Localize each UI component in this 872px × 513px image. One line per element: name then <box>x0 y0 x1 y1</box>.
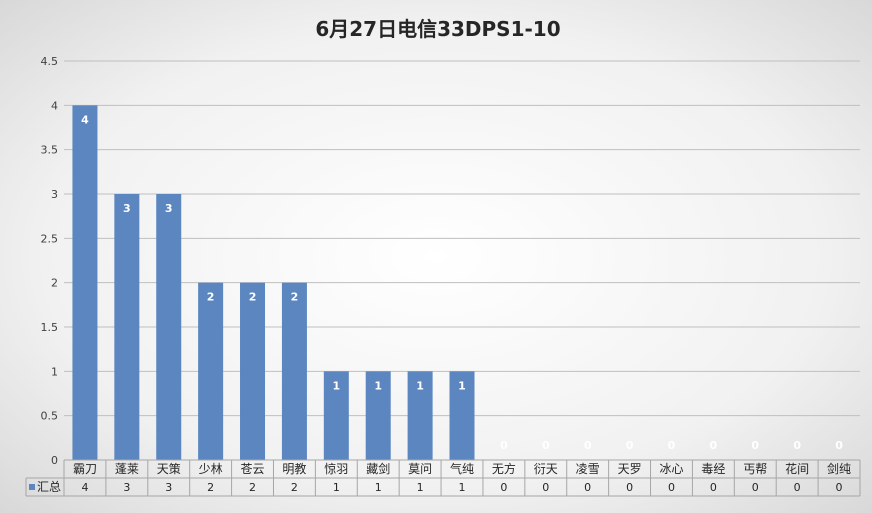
table-value: 3 <box>165 481 172 494</box>
category-label: 蓬莱 <box>115 462 139 476</box>
y-tick-label: 4 <box>51 99 58 112</box>
bar <box>281 282 307 460</box>
y-tick-label: 0.5 <box>41 410 59 423</box>
y-axis-ticks: 0 0.5 1 1.5 2 2.5 3 3.5 4 4.5 <box>41 55 59 467</box>
table-value: 0 <box>710 481 717 494</box>
y-tick-label: 4.5 <box>41 55 59 68</box>
table-value: 2 <box>249 481 256 494</box>
bar <box>198 282 224 460</box>
bars <box>72 105 475 460</box>
table-value: 0 <box>668 481 675 494</box>
data-label: 2 <box>249 291 257 304</box>
table-value: 0 <box>752 481 759 494</box>
series-name: 汇总 <box>37 480 61 494</box>
bar <box>449 371 475 460</box>
bar <box>114 194 140 460</box>
chart-title: 6月27日电信33DPS1-10 <box>315 17 560 41</box>
data-label: 0 <box>668 439 676 452</box>
data-label: 0 <box>584 439 592 452</box>
data-label: 1 <box>374 379 382 392</box>
category-label: 天罗 <box>618 462 642 476</box>
data-label: 0 <box>542 439 550 452</box>
category-label: 凌雪 <box>576 462 600 476</box>
category-label: 衍天 <box>534 462 558 476</box>
data-label: 0 <box>751 439 759 452</box>
table-value: 0 <box>626 481 633 494</box>
table-value: 0 <box>836 481 843 494</box>
data-table: 霸刀 蓬莱 天策 少林 苍云 明教 惊羽 藏剑 莫问 气纯 无方 衍天 凌雪 天罗 冰心 毒经 丐帮 花间 剑纯汇总… <box>25 459 861 497</box>
data-label: 1 <box>332 379 340 392</box>
category-label: 丐帮 <box>743 462 767 476</box>
bar <box>407 371 433 460</box>
category-label: 藏剑 <box>366 461 390 476</box>
table-value: 0 <box>584 481 591 494</box>
data-label: 0 <box>710 439 718 452</box>
y-tick-label: 3 <box>51 188 58 201</box>
data-label: 1 <box>458 379 466 392</box>
table-value: 1 <box>417 481 424 494</box>
data-label: 3 <box>123 202 131 215</box>
data-label: 0 <box>500 439 508 452</box>
category-label: 霸刀 <box>73 462 97 476</box>
table-value: 0 <box>794 481 801 494</box>
category-label: 毒经 <box>701 462 725 476</box>
table-value: 0 <box>500 481 507 494</box>
data-label: 0 <box>835 439 843 452</box>
y-tick-label: 3.5 <box>41 144 59 157</box>
category-label: 苍云 <box>241 462 265 476</box>
table-value: 2 <box>207 481 214 494</box>
category-label: 莫问 <box>408 462 432 476</box>
data-label: 0 <box>626 439 634 452</box>
data-label: 1 <box>416 379 424 392</box>
y-tick-label: 0 <box>51 454 58 467</box>
data-label: 3 <box>165 202 173 215</box>
data-label: 2 <box>207 291 215 304</box>
category-label: 气纯 <box>450 461 474 476</box>
table-value: 0 <box>542 481 549 494</box>
bar <box>365 371 391 460</box>
table-value: 1 <box>375 481 382 494</box>
bar <box>240 282 266 460</box>
data-label: 4 <box>81 113 89 126</box>
category-label: 天策 <box>157 462 181 476</box>
bar <box>72 105 98 460</box>
table-value: 1 <box>459 481 466 494</box>
category-label: 少林 <box>199 462 223 476</box>
data-label: 0 <box>793 439 801 452</box>
y-tick-label: 2 <box>51 277 58 290</box>
category-label: 明教 <box>282 461 306 476</box>
category-label: 冰心 <box>659 462 683 476</box>
y-tick-label: 2.5 <box>41 232 59 245</box>
y-tick-label: 1.5 <box>41 321 59 334</box>
table-value: 3 <box>123 481 130 494</box>
table-value: 1 <box>333 481 340 494</box>
category-label: 花间 <box>785 461 809 476</box>
table-value: 4 <box>81 481 88 494</box>
y-tick-label: 1 <box>51 365 58 378</box>
table-value: 2 <box>291 481 298 494</box>
data-label: 2 <box>291 291 299 304</box>
category-label: 无方 <box>492 461 516 476</box>
bar <box>156 194 182 460</box>
category-label: 剑纯 <box>827 461 851 476</box>
legend-swatch <box>29 484 35 490</box>
data-labels: 4 3 3 2 2 2 1 1 1 1 0 0 0 0 0 0 0 0 0 <box>81 113 843 452</box>
bar <box>323 371 349 460</box>
category-label: 惊羽 <box>324 461 348 476</box>
